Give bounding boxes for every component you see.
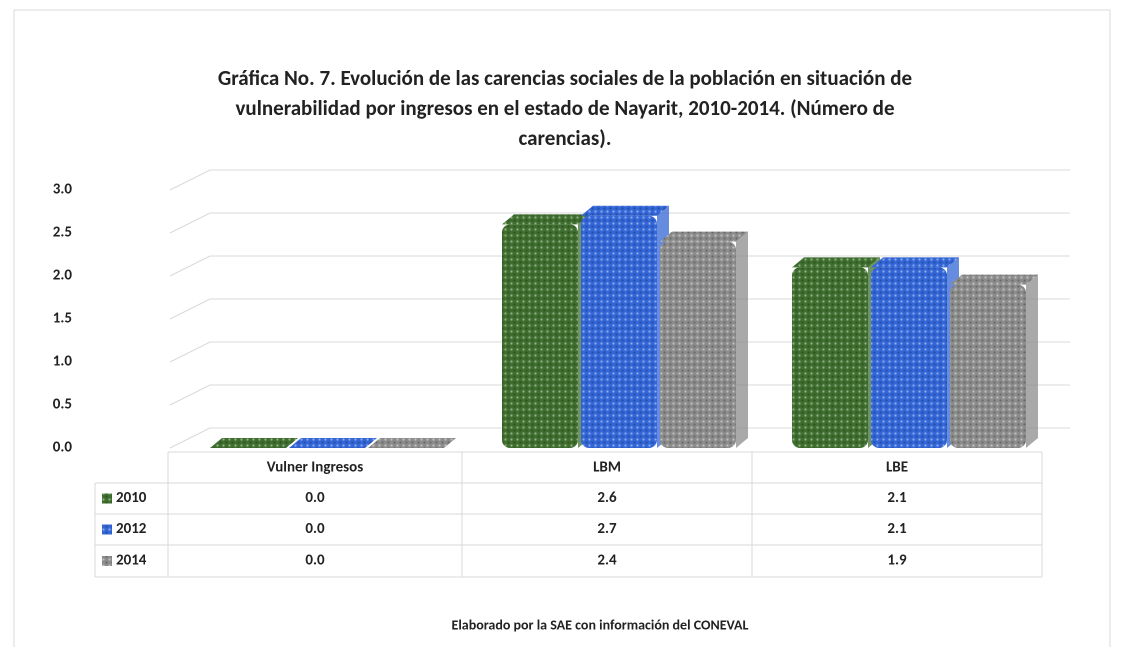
bar-group [289, 438, 377, 448]
y-tick-label: 1.0 [53, 353, 73, 371]
grid-line [169, 212, 1070, 234]
bar-group [792, 257, 880, 448]
grid-line [169, 255, 1070, 277]
chart-title: Gráfica No. 7. Evolución de las carencia… [218, 65, 912, 151]
legend-label: 2014 [116, 552, 147, 570]
x-tick-label: LBM [593, 459, 621, 477]
x-tick-label: LBE [886, 459, 908, 477]
bar-texture [581, 215, 657, 448]
bar-group [368, 438, 456, 448]
table-value: 2.1 [887, 520, 907, 538]
table-value: 2.6 [597, 489, 617, 507]
y-tick-label: 0.0 [53, 439, 73, 457]
grid-line [169, 427, 1070, 449]
legend-key-texture [102, 524, 112, 535]
x-tick-label: Vulner Ingresos [267, 459, 363, 477]
grid-line [169, 341, 1070, 363]
bar-texture [502, 224, 578, 448]
bar-side [736, 231, 748, 448]
bar-group [210, 438, 298, 448]
bar-top-texture [792, 257, 880, 268]
legend-label: 2012 [116, 520, 147, 538]
bar-top-texture [502, 214, 590, 225]
bar-group [502, 214, 590, 448]
bar-group [950, 274, 1038, 448]
bar-top-texture [289, 438, 377, 448]
source-note: Elaborado por la SAE con información del… [452, 616, 749, 633]
y-tick-label: 1.5 [53, 310, 72, 328]
table-value: 0.0 [305, 552, 325, 570]
legend-label: 2010 [116, 489, 147, 507]
bar-texture [792, 267, 868, 448]
bar-top-texture [660, 231, 748, 242]
bar-group [660, 231, 748, 448]
table-value: 0.0 [305, 489, 325, 507]
bar-top-texture [368, 438, 456, 448]
grid-line [169, 384, 1070, 406]
bar-top-texture [950, 274, 1038, 285]
bar-texture [660, 241, 736, 448]
bar-top-texture [210, 438, 298, 448]
table-value: 1.9 [887, 552, 907, 570]
table-value: 2.7 [597, 520, 617, 538]
table-value: 2.1 [887, 489, 907, 507]
table-value: 0.0 [305, 520, 325, 538]
legend-key-texture [102, 556, 112, 566]
y-tick-label: 3.0 [53, 181, 73, 199]
y-tick-label: 2.5 [53, 224, 72, 242]
bar-texture [950, 284, 1026, 448]
y-tick-label: 2.0 [53, 267, 73, 285]
bar-top-texture [871, 257, 959, 268]
legend-key-texture [102, 493, 112, 504]
grid-line [169, 298, 1070, 320]
bar-texture [871, 267, 947, 448]
table-value: 2.4 [597, 552, 617, 570]
bar-top-texture [581, 205, 669, 216]
bar-group [871, 257, 959, 448]
grid-line [169, 169, 1070, 191]
y-tick-label: 0.5 [53, 396, 72, 414]
bar-group [581, 205, 669, 448]
bar-side [1026, 274, 1038, 448]
